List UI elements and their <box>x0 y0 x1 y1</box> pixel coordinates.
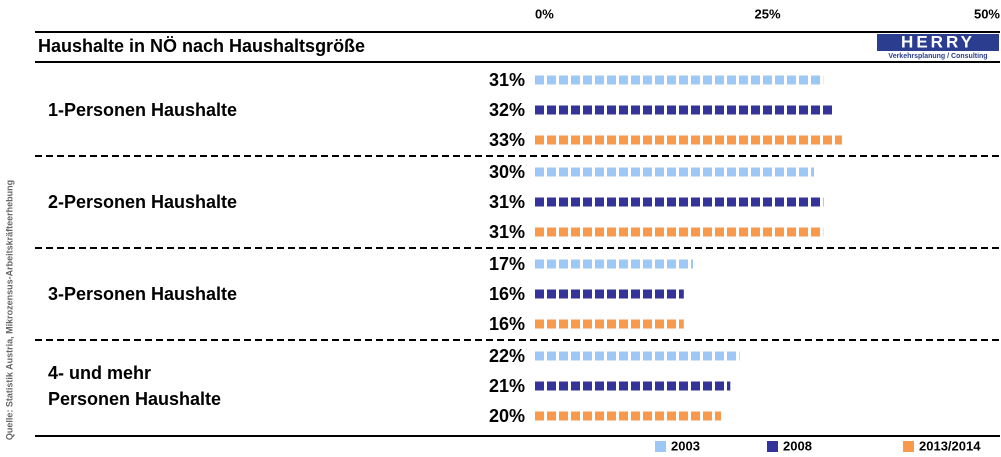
value-label: 31% <box>489 70 525 90</box>
value-label: 20% <box>489 406 525 426</box>
value-label: 30% <box>489 162 525 182</box>
value-label: 16% <box>489 284 525 304</box>
legend-swatch <box>903 441 914 452</box>
legend-swatch <box>767 441 778 452</box>
value-label: 17% <box>489 254 525 274</box>
value-label: 16% <box>489 314 525 334</box>
category-label: 2-Personen Haushalte <box>48 192 238 212</box>
x-tick-label: 25% <box>754 6 780 21</box>
chart-title: Haushalte in NÖ nach Haushaltsgröße <box>38 36 365 56</box>
logo: HERRY <box>901 32 975 51</box>
legend-label: 2013/2014 <box>919 438 981 453</box>
x-tick-label: 0% <box>535 6 554 21</box>
x-tick-label: 50% <box>974 6 1000 21</box>
legend-swatch <box>655 441 666 452</box>
value-label: 31% <box>489 222 525 242</box>
category-label: 3-Personen Haushalte <box>48 284 238 304</box>
value-label: 33% <box>489 130 525 150</box>
logo-box <box>877 34 999 51</box>
category-label: 4- und mehr Personen Haushalte <box>48 363 222 409</box>
value-label: 31% <box>489 192 525 212</box>
source: Quelle: Statistik Austria, Mikrozensus-A… <box>4 180 14 440</box>
value-label: 21% <box>489 376 525 396</box>
legend-label: 2003 <box>671 438 700 453</box>
logo-tagline: Verkehrsplanung / Consulting <box>888 53 987 60</box>
category-label: 1-Personen Haushalte <box>48 100 238 120</box>
value-label: 22% <box>489 346 525 366</box>
value-label: 32% <box>489 100 525 120</box>
legend-label: 2008 <box>783 438 812 453</box>
